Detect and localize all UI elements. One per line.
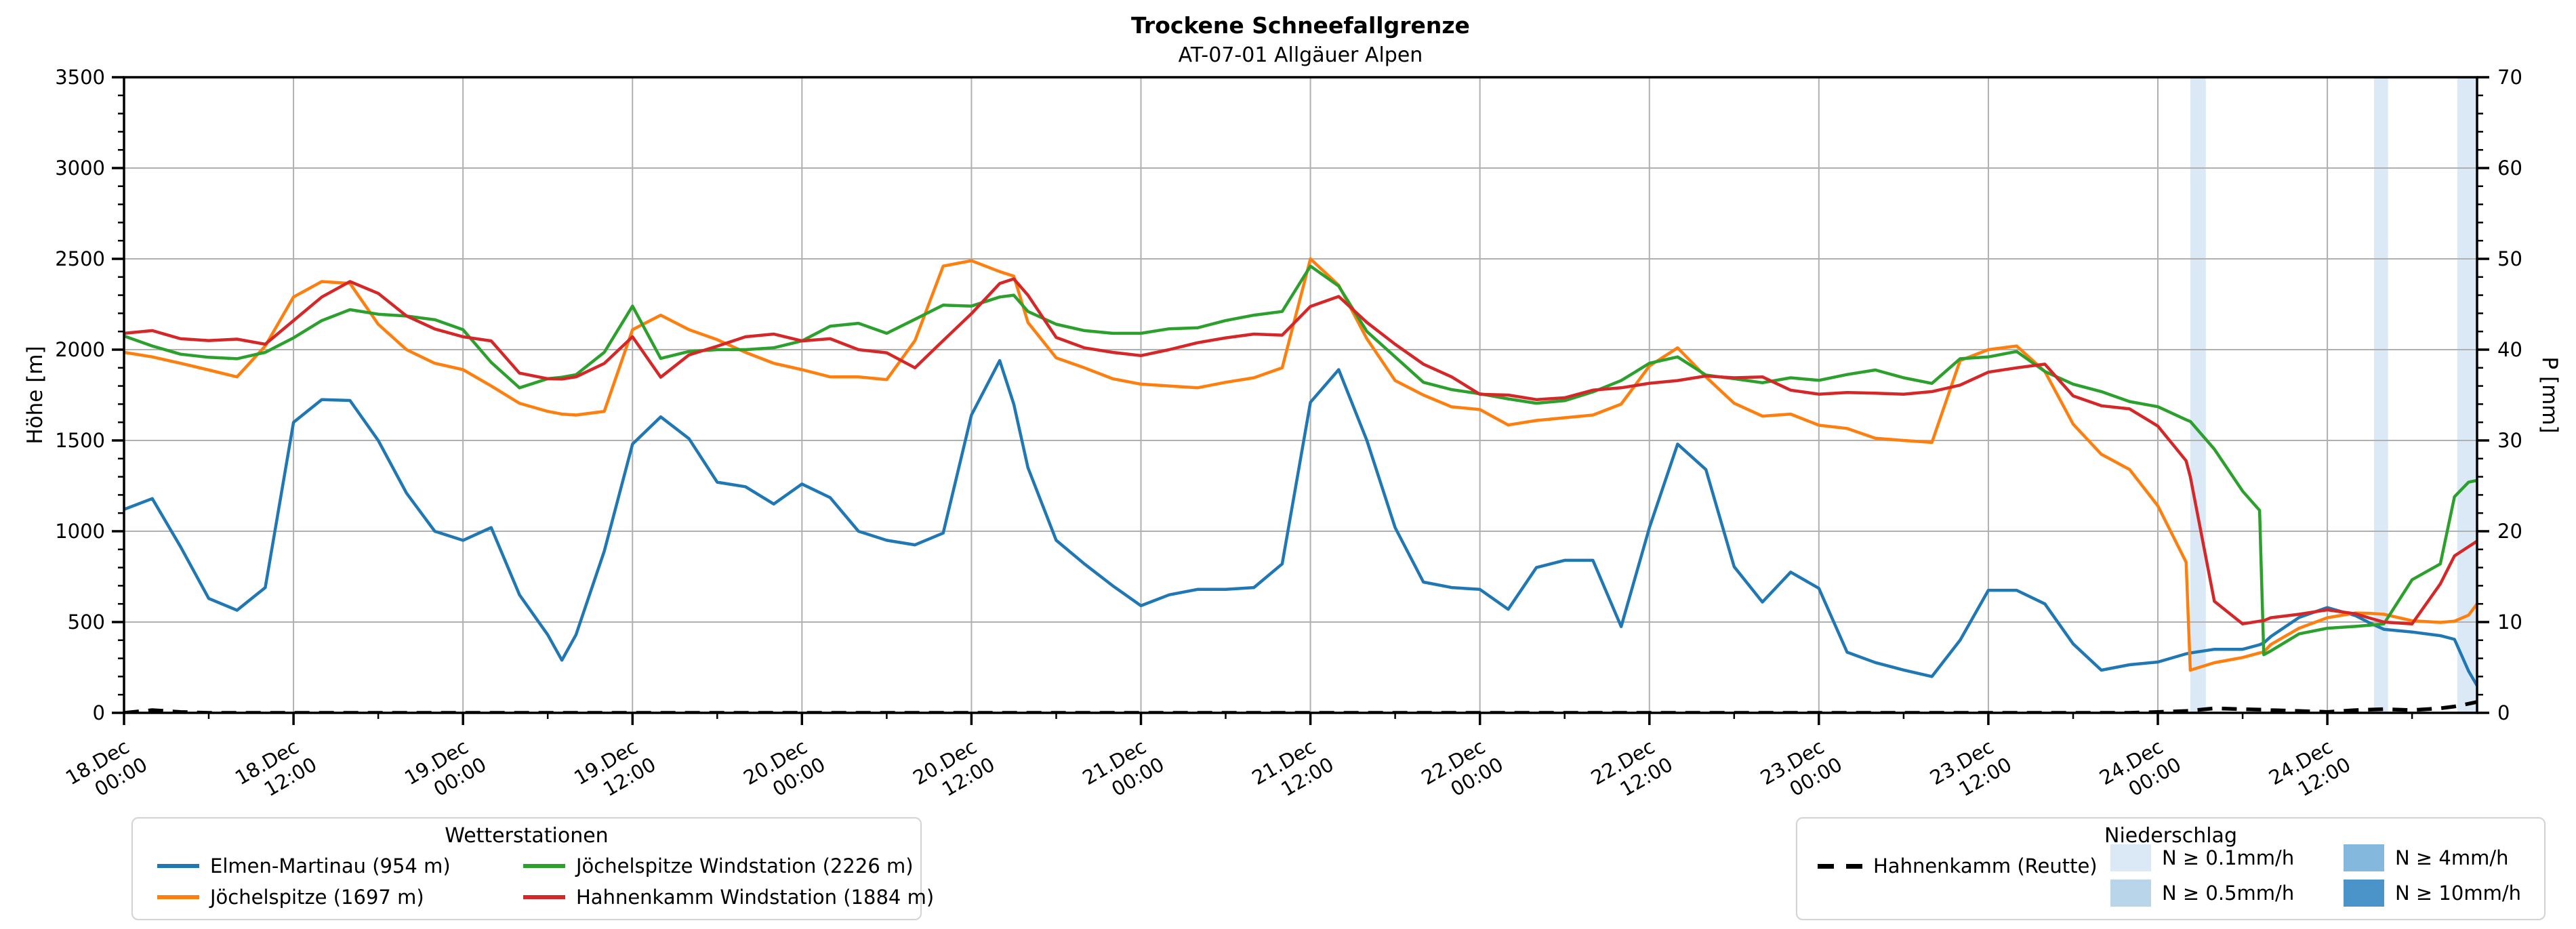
- legend-item-joechelspitze-windstation: Jöchelspitze Windstation (2226 m): [523, 854, 914, 878]
- legend-item-label: Jöchelspitze Windstation (2226 m): [576, 854, 914, 878]
- legend-item-label: Hahnenkamm Windstation (1884 m): [576, 886, 935, 909]
- legend-item-label: N ≥ 4mm/h: [2395, 846, 2509, 869]
- y-right-tick-label: 40: [2497, 338, 2522, 361]
- x-tick-label: 22.Dec00:00: [1418, 732, 1507, 811]
- x-tick-label: 18.Dec12:00: [231, 732, 321, 811]
- precip-patch-10mm: [2344, 880, 2384, 907]
- x-tick-label: 23.Dec00:00: [1757, 732, 1846, 811]
- y-left-tick-label: 0: [93, 701, 105, 724]
- x-tick-label: 21.Dec12:00: [1248, 732, 1338, 811]
- x-tick-label: 18.Dec00:00: [62, 732, 151, 811]
- series-line-hahnenkamm-reutte: [124, 700, 2477, 713]
- legend-item-label: Hahnenkamm (Reutte): [1873, 854, 2098, 878]
- y-right-tick-label: 50: [2497, 247, 2522, 270]
- y-left-tick-label: 500: [68, 611, 105, 634]
- legend-item-elmen-martinau: Elmen-Martinau (954 m): [157, 854, 451, 878]
- dashed-line-swatch: [1818, 863, 1862, 869]
- legend-item-precip-01: N ≥ 0.1mm/h: [2110, 844, 2295, 871]
- x-tick-label: 24.Dec00:00: [2095, 732, 2185, 811]
- x-tick-label: 24.Dec12:00: [2265, 732, 2354, 811]
- precip-band: [2373, 77, 2388, 713]
- chart-title: Trockene Schneefallgrenze: [1131, 12, 1470, 39]
- y-right-tick-label: 60: [2497, 157, 2522, 180]
- x-tick-label: 20.Dec00:00: [739, 732, 829, 811]
- y-left-tick-label: 2000: [55, 338, 105, 361]
- line-swatch-red: [523, 895, 565, 899]
- precip-patch-0.1mm: [2110, 844, 2151, 871]
- legend-weather-stations: Wetterstationen Elmen-Martinau (954 m) J…: [131, 817, 934, 920]
- y-right-tick-label: 20: [2497, 520, 2522, 543]
- legend-item-label: Jöchelspitze (1697 m): [210, 886, 424, 909]
- y-right-tick-label: 10: [2497, 611, 2522, 634]
- y-right-tick-label: 0: [2497, 701, 2510, 724]
- legend-item-joechelspitze: Jöchelspitze (1697 m): [157, 885, 424, 909]
- x-tick-label: 19.Dec12:00: [570, 732, 659, 811]
- line-swatch-green: [523, 864, 565, 868]
- x-tick-label: 19.Dec00:00: [401, 732, 490, 811]
- line-swatch-blue: [157, 864, 199, 868]
- legend-precipitation: Niederschlag Hahnenkamm (Reutte) N ≥ 0.1…: [1796, 817, 2546, 920]
- legend-item-precip-10: N ≥ 10mm/h: [2344, 880, 2521, 907]
- legend-item-hahnenkamm-reutte: Hahnenkamm (Reutte): [1818, 854, 2098, 878]
- y-right-tick-label: 30: [2497, 429, 2522, 452]
- legend-item-precip-05: N ≥ 0.5mm/h: [2110, 880, 2295, 907]
- legend-item-label: Elmen-Martinau (954 m): [210, 854, 451, 878]
- y-left-tick-label: 3500: [55, 66, 105, 89]
- precip-patch-4mm: [2344, 844, 2384, 871]
- y-left-tick-label: 1000: [55, 520, 105, 543]
- y-right-tick-label: 70: [2497, 66, 2522, 89]
- x-tick-label: 23.Dec12:00: [1926, 732, 2016, 811]
- x-tick-label: 22.Dec12:00: [1587, 732, 1677, 811]
- legend-item-hahnenkamm-windstation: Hahnenkamm Windstation (1884 m): [523, 885, 934, 909]
- precip-band: [2190, 77, 2206, 713]
- y-left-tick-label: 3000: [55, 157, 105, 180]
- y-left-tick-label: 1500: [55, 429, 105, 452]
- series-line-j-chelspitze-1697-m: [124, 257, 2477, 672]
- chart-subtitle: AT-07-01 Allgäuer Alpen: [1178, 43, 1423, 67]
- series-line-hahnenkamm-windstation-1884-m: [124, 277, 2477, 625]
- legend-item-precip-4: N ≥ 4mm/h: [2344, 844, 2509, 871]
- x-tick-label: 21.Dec00:00: [1078, 732, 1168, 811]
- legend-precip-title: Niederschlag: [2104, 824, 2237, 848]
- line-swatch-orange: [157, 895, 199, 899]
- legend-item-label: N ≥ 0.5mm/h: [2162, 882, 2295, 905]
- legend-item-label: N ≥ 10mm/h: [2395, 882, 2521, 905]
- x-tick-label: 20.Dec12:00: [909, 732, 998, 811]
- precip-patch-0.5mm: [2110, 880, 2151, 907]
- legend-stations-title: Wetterstationen: [445, 824, 609, 848]
- y-left-tick-label: 2500: [55, 247, 105, 270]
- legend-item-label: N ≥ 0.1mm/h: [2162, 846, 2295, 869]
